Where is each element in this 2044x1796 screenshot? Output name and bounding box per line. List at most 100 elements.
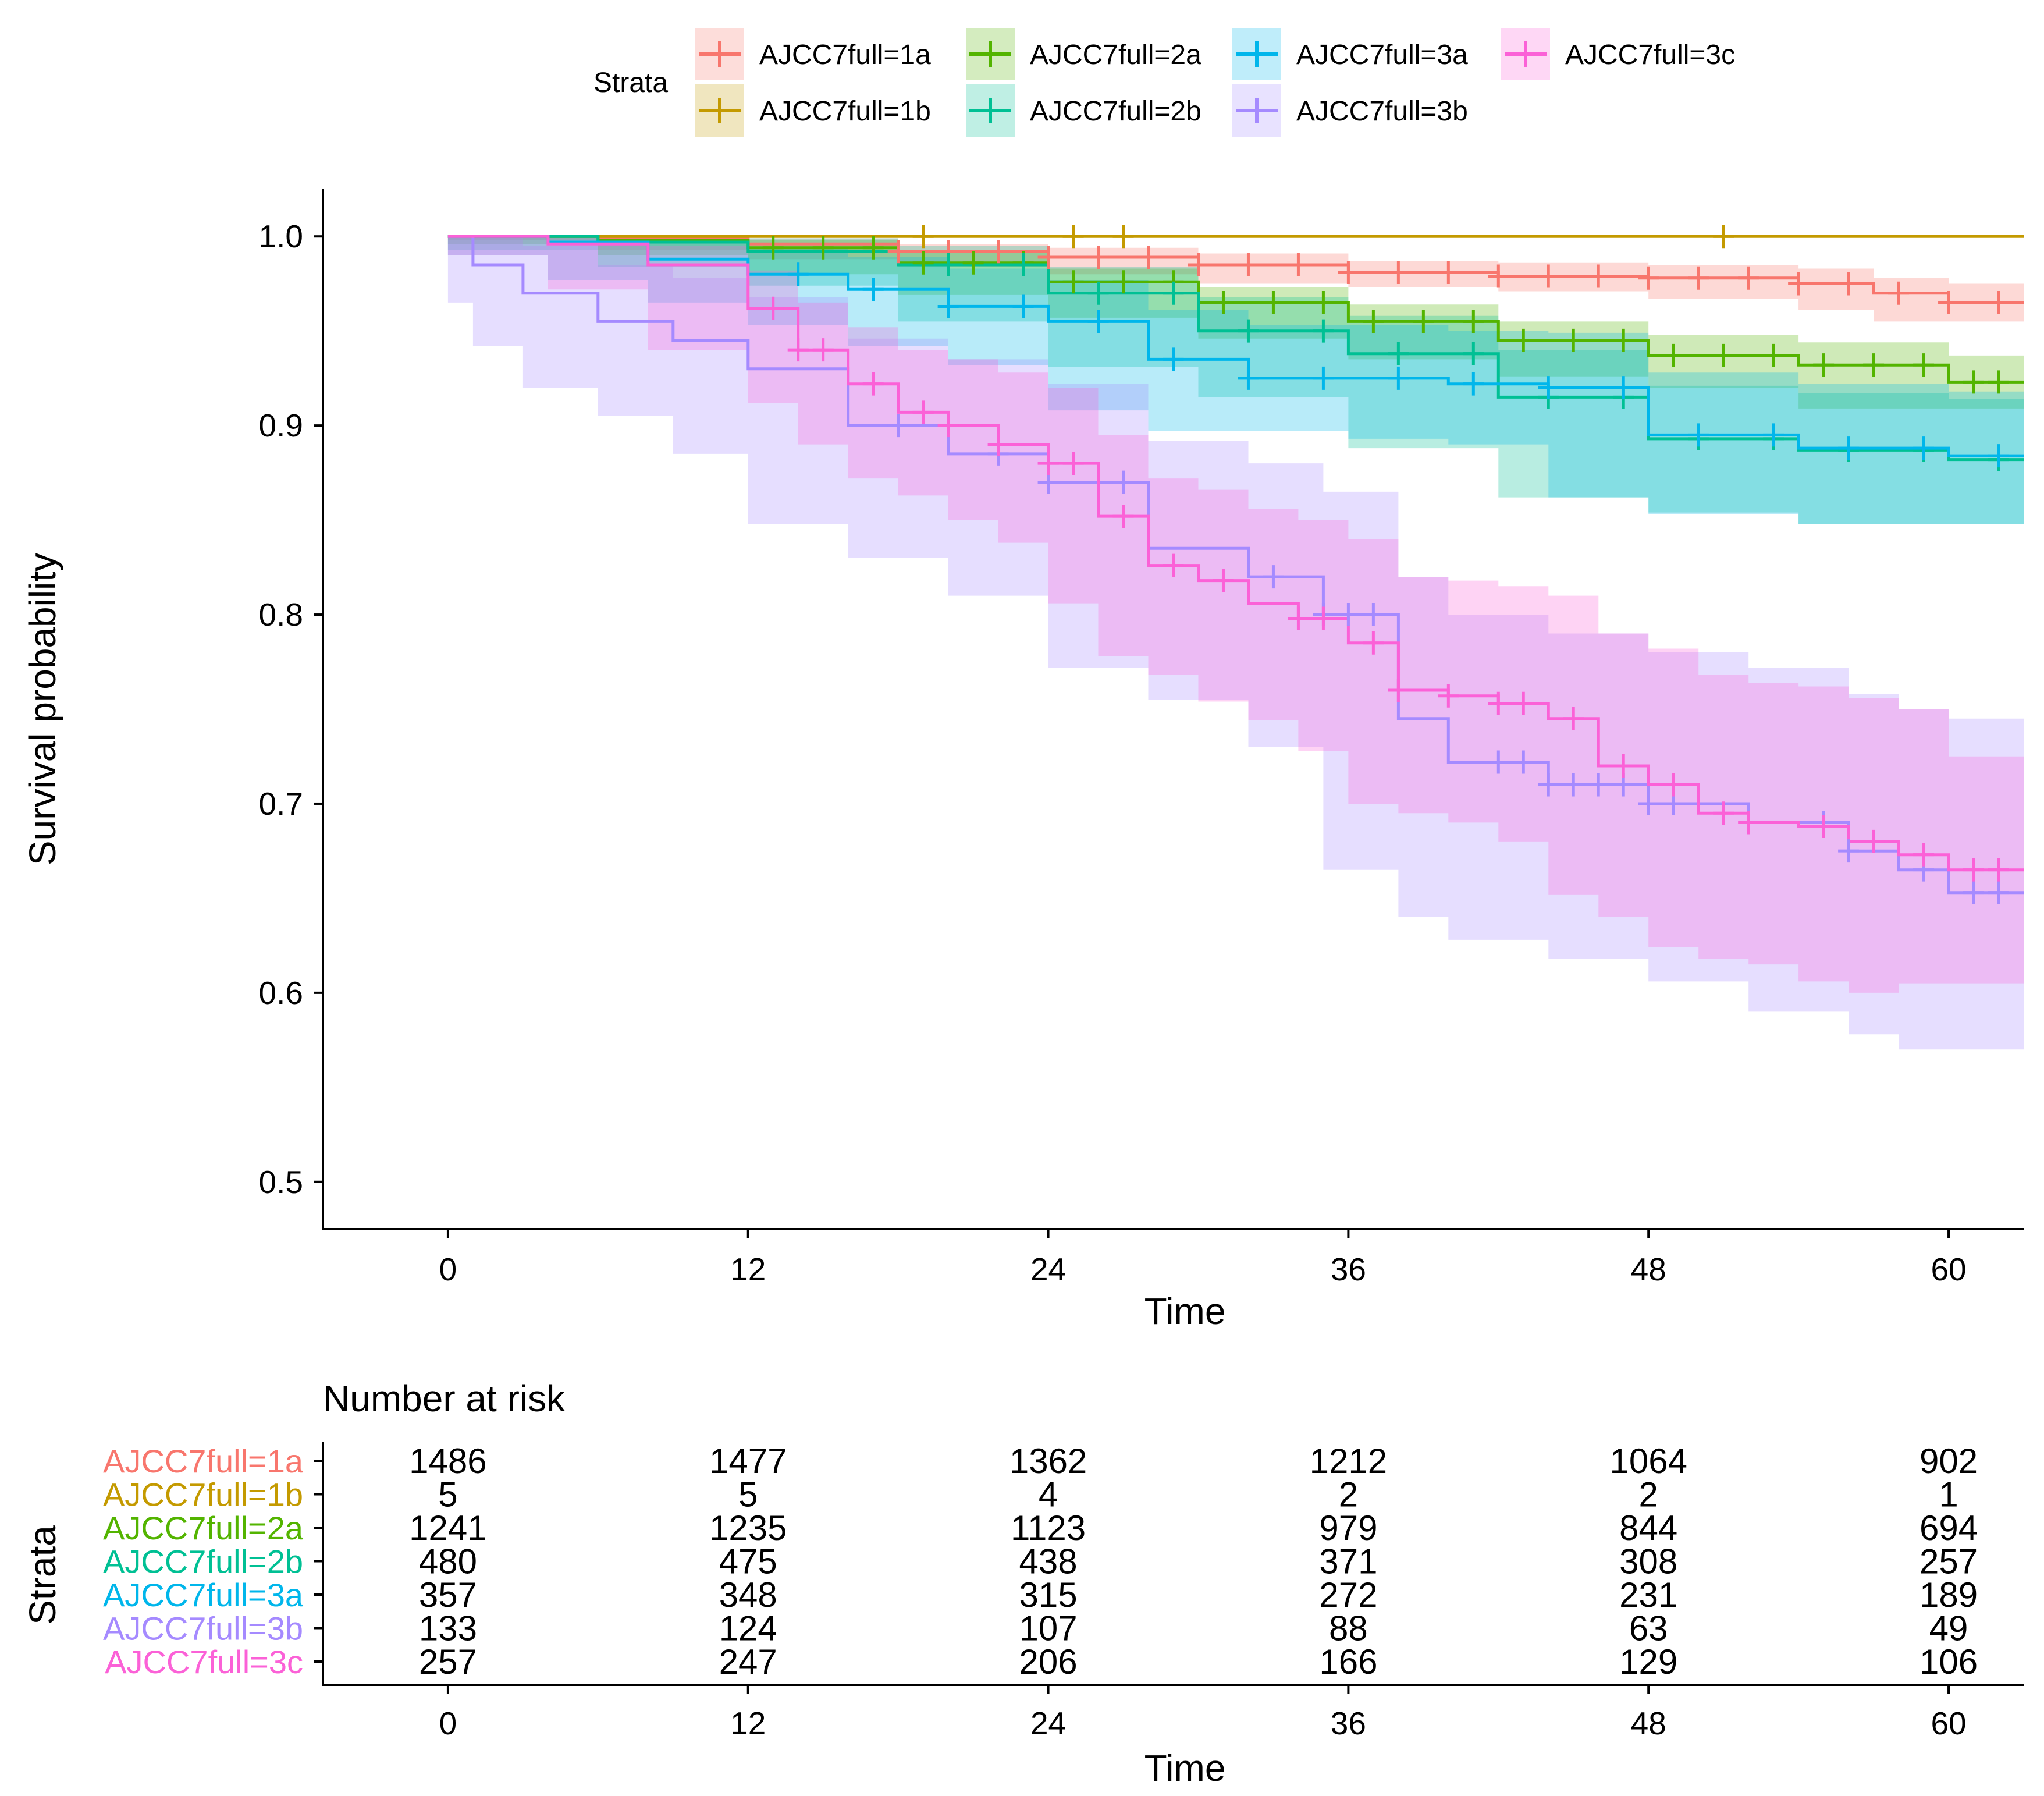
legend-item: AJCC7full=1b: [695, 84, 931, 137]
censor-mark: [1513, 691, 1534, 715]
risk-x-tick-label: 12: [730, 1705, 766, 1741]
x-tick-label: 24: [1030, 1251, 1066, 1287]
censor-mark: [1363, 603, 1384, 627]
censor-mark: [862, 236, 884, 260]
censor-mark: [1263, 290, 1284, 314]
censor-mark: [1713, 343, 1734, 367]
risk-value: 5: [438, 1475, 457, 1514]
ci-band-0: [447, 236, 2024, 322]
censor-mark: [1062, 452, 1084, 475]
censor-mark: [1338, 260, 1359, 284]
censor-mark: [1538, 773, 1559, 797]
censor-mark: [1238, 366, 1259, 390]
risk-value: 1235: [709, 1509, 787, 1547]
ci-band-6: [447, 236, 2024, 993]
censor-mark: [937, 414, 959, 438]
censor-mark: [1563, 773, 1584, 797]
risk-value: 206: [1019, 1642, 1078, 1681]
risk-value: 1477: [709, 1442, 787, 1481]
y-tick-label: 0.8: [259, 597, 303, 633]
legend: Strata AJCC7full=1a AJCC7full=1b AJCC7full…: [593, 28, 1735, 137]
risk-value: 357: [419, 1575, 477, 1614]
risk-x-tick-label: 36: [1331, 1705, 1366, 1741]
censor-mark: [887, 240, 909, 264]
risk-value: 231: [1619, 1575, 1677, 1614]
censor-mark: [1338, 603, 1359, 627]
censor-mark: [1388, 366, 1409, 390]
risk-value: 257: [419, 1642, 477, 1681]
censor-mark: [1838, 272, 1860, 296]
risk-value: 166: [1319, 1642, 1377, 1681]
censor-mark: [1263, 565, 1284, 589]
censor-mark: [1613, 754, 1634, 778]
ci-band-5: [447, 236, 2024, 1050]
risk-strata-label: AJCC7full=1b: [103, 1476, 303, 1513]
censor-mark: [1112, 270, 1134, 294]
censor-mark: [1538, 376, 1559, 400]
censor-mark: [1663, 343, 1684, 367]
censor-mark: [1012, 253, 1034, 276]
censor-mark: [1513, 750, 1534, 774]
risk-y-axis-title: Strata: [22, 1525, 63, 1625]
ci-band-2: [447, 236, 2024, 409]
censor-mark: [1112, 505, 1134, 528]
censor-mark: [787, 338, 809, 362]
censor-mark: [1688, 266, 1709, 290]
censor-mark: [1938, 290, 1960, 314]
censor-mark: [1538, 264, 1559, 288]
censor-mark: [987, 240, 1009, 264]
y-tick-label: 0.5: [259, 1164, 303, 1200]
censor-mark: [1613, 376, 1634, 400]
censor-mark: [1638, 791, 1659, 815]
censor-mark: [1588, 773, 1609, 797]
censor-mark: [1763, 343, 1784, 367]
risk-table-title: Number at risk: [323, 1378, 566, 1419]
risk-value: 844: [1619, 1509, 1677, 1547]
censor-mark: [1513, 328, 1534, 352]
censor-mark: [1313, 290, 1334, 314]
legend-item: AJCC7full=2a: [966, 28, 1201, 80]
ci-band-4: [447, 236, 2024, 524]
risk-value: 371: [1319, 1542, 1377, 1581]
risk-strata-label: AJCC7full=1a: [103, 1443, 304, 1479]
risk-x-tick-label: 48: [1631, 1705, 1666, 1741]
risk-value: 124: [719, 1609, 777, 1648]
censor-mark: [1037, 452, 1059, 475]
risk-value: 902: [1919, 1442, 1978, 1481]
censor-mark: [1313, 319, 1334, 343]
censor-marks-6: [762, 296, 2010, 882]
censor-mark: [1963, 881, 1985, 904]
censor-mark: [1738, 266, 1759, 290]
censor-mark: [1188, 253, 1209, 276]
legend-label: AJCC7full=1a: [759, 40, 931, 70]
risk-value: 475: [719, 1542, 777, 1581]
risk-value: 1: [1939, 1475, 1958, 1514]
risk-value: 1123: [1011, 1509, 1086, 1547]
censor-marks-2: [762, 236, 2010, 394]
plot-axes: [322, 189, 2024, 1230]
legend-title: Strata: [593, 68, 668, 98]
censor-mark: [1563, 328, 1584, 352]
risk-value: 348: [719, 1575, 777, 1614]
censor-mark: [912, 400, 934, 424]
legend-label: AJCC7full=2b: [1030, 96, 1201, 127]
censor-mark: [1913, 843, 1935, 867]
censor-mark: [1062, 225, 1084, 249]
x-tick-label: 60: [1931, 1251, 1966, 1287]
censor-mark: [937, 294, 959, 318]
censor-mark: [1238, 319, 1259, 343]
censor-mark: [762, 236, 784, 260]
censor-mark: [812, 338, 834, 362]
censor-mark: [1087, 281, 1109, 305]
risk-value: 1486: [409, 1442, 486, 1481]
risk-value: 257: [1919, 1542, 1978, 1581]
censor-mark: [1713, 225, 1734, 249]
censor-mark: [887, 414, 909, 438]
risk-strata-label: AJCC7full=3a: [103, 1577, 304, 1613]
censor-mark: [1663, 773, 1684, 797]
censor-mark: [1112, 225, 1134, 249]
censor-mark: [1463, 342, 1484, 365]
risk-value: 63: [1629, 1609, 1668, 1648]
censor-mark: [1388, 679, 1409, 702]
